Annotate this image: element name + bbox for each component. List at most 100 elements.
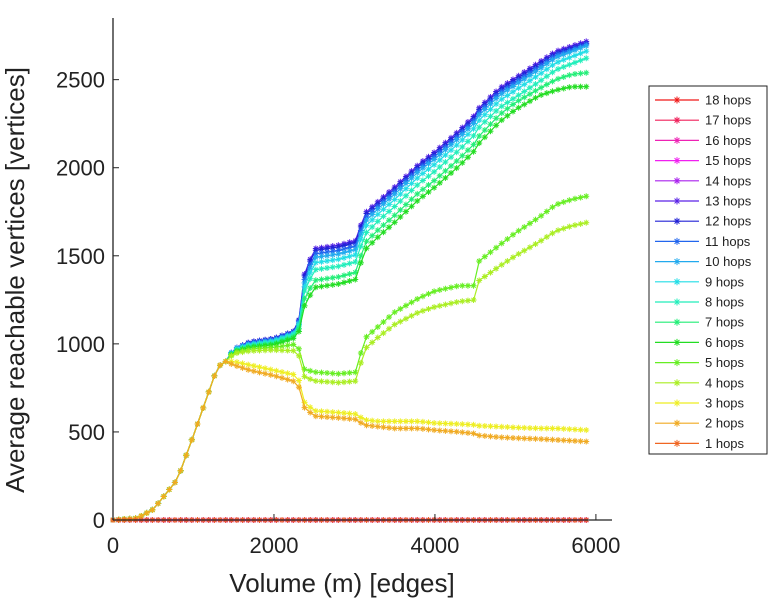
data-point [171,479,178,486]
legend-marker [673,439,681,447]
data-point [549,62,556,69]
data-point [555,53,562,60]
data-point [245,361,252,368]
data-point [521,94,528,101]
data-point [464,421,471,428]
data-point [307,367,314,374]
data-point [476,124,483,131]
data-point [279,347,286,354]
data-point [543,436,550,443]
data-point [318,408,325,415]
legend-marker [673,116,681,124]
data-point [239,349,246,356]
data-point [442,420,449,427]
data-point [194,421,201,428]
data-point [290,341,297,348]
data-point [217,362,224,369]
data-point [363,238,370,245]
data-point [510,231,517,238]
data-point [329,251,336,258]
data-point [369,232,376,239]
data-point [583,83,590,90]
data-point [256,364,263,371]
data-point [374,206,381,213]
data-point [391,321,398,328]
data-point [526,72,533,79]
data-point [346,410,353,417]
data-point [515,104,522,111]
data-point [346,369,353,376]
data-point [324,414,331,421]
data-point [566,426,573,433]
data-point [476,277,483,284]
data-point [279,374,286,381]
data-point [532,435,539,442]
data-point [363,222,370,229]
data-point [380,201,387,208]
data-point [510,254,517,261]
data-point [442,159,449,166]
data-point [487,121,494,128]
legend-label: 17 hops [705,113,752,128]
data-point [312,377,319,384]
data-point [577,194,584,201]
data-point [538,91,545,98]
data-point [402,418,409,425]
data-point [324,257,331,264]
data-point [335,280,342,287]
data-point [571,426,578,433]
data-point [357,252,364,259]
data-point [324,282,331,289]
data-point [583,219,590,226]
data-point [526,84,533,91]
data-point [526,220,533,227]
data-point [397,318,404,325]
data-point [571,59,578,66]
data-point [318,265,325,272]
data-point [363,417,370,424]
data-point [560,51,567,58]
data-point [414,190,421,197]
data-point [386,196,393,203]
data-point [436,172,443,179]
y-ticks: 0 500 1000 1500 2000 2500 [56,68,119,533]
data-point [211,372,218,379]
data-point [510,83,517,90]
data-point [476,140,483,147]
data-point [402,302,409,309]
legend-item: 5 hops [655,355,745,370]
data-point [318,253,325,260]
data-point [498,110,505,117]
data-point [571,437,578,444]
data-point [532,216,539,223]
data-point [262,365,269,372]
legend-marker [673,237,681,245]
data-point [448,154,455,161]
legend-item: 13 hops [655,194,752,209]
data-point [470,120,477,127]
series-line [112,57,587,521]
data-point [369,328,376,335]
data-point [307,376,314,383]
data-point [481,273,488,280]
legend-item: 11 hops [655,234,751,249]
data-point [357,359,364,366]
x-tick-label: 6000 [571,533,620,558]
data-point [425,305,432,312]
data-point [352,416,359,423]
data-point [239,364,246,371]
data-point [295,352,302,359]
data-point [402,315,409,322]
data-point [374,227,381,234]
data-point [532,87,539,94]
y-tick-label: 2000 [56,156,105,181]
data-point [262,370,269,377]
data-point [391,203,398,210]
data-point [577,83,584,90]
data-point [431,288,438,295]
data-point [543,233,550,240]
data-point [425,173,432,180]
x-ticks: 0 2000 4000 6000 [107,514,620,558]
legend-item: 16 hops [655,133,752,148]
data-point [228,360,235,367]
